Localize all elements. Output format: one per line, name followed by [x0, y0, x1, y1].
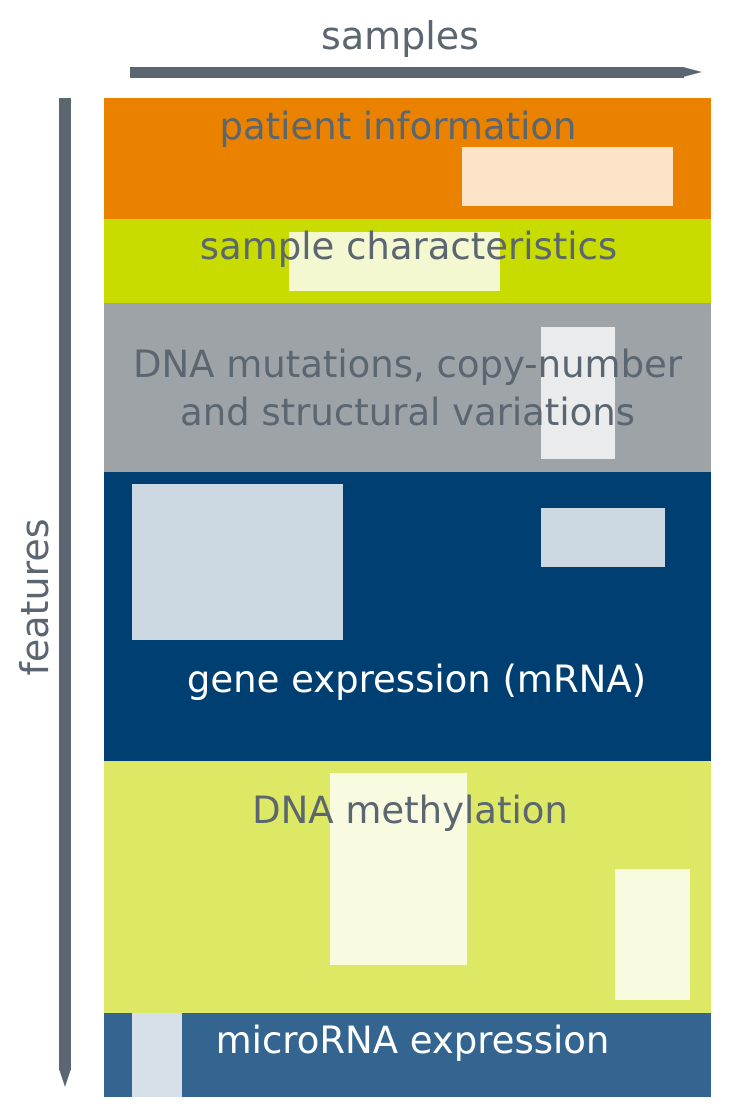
dna-variations-block: [541, 327, 615, 459]
features-axis-label: features: [13, 518, 57, 676]
features-arrow-shaft: [59, 98, 71, 1070]
band-sample-characteristics: sample characteristics: [104, 219, 711, 303]
gene-expression-label: gene expression (mRNA): [186, 658, 647, 701]
band-microrna-expression: microRNA expression: [104, 1013, 711, 1097]
band-dna-methylation: DNA methylation: [104, 761, 711, 1013]
dna-methylation-block-right: [615, 869, 690, 1000]
sample-characteristics-block: [289, 232, 500, 291]
samples-arrow-head-icon: [683, 67, 702, 77]
microrna-expression-block: [132, 1013, 182, 1097]
samples-axis-label: samples: [321, 14, 479, 58]
dna-methylation-label: DNA methylation: [252, 789, 568, 832]
gene-expression-block-left: [132, 484, 343, 640]
sample-characteristics-label: sample characteristics: [199, 225, 618, 268]
patient-information-block: [462, 147, 673, 206]
band-dna-variations: DNA mutations, copy-number and structura…: [104, 303, 711, 472]
band-patient-information: patient information: [104, 98, 711, 219]
samples-arrow-shaft: [130, 67, 684, 78]
dna-variations-label-line1: DNA mutations, copy-number: [132, 343, 683, 386]
microrna-expression-label: microRNA expression: [215, 1019, 610, 1062]
gene-expression-block-right: [541, 508, 665, 567]
features-arrow-head-icon: [59, 1069, 71, 1087]
dna-methylation-block-center: [330, 773, 467, 965]
patient-information-label: patient information: [219, 105, 577, 148]
dna-variations-label-line2: and structural variations: [180, 391, 635, 434]
band-gene-expression: gene expression (mRNA): [104, 472, 711, 761]
